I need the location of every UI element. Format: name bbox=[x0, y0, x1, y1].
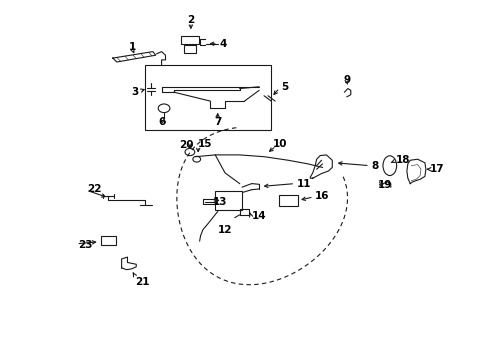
Text: 9: 9 bbox=[343, 75, 350, 85]
Polygon shape bbox=[113, 51, 156, 62]
Text: 19: 19 bbox=[377, 180, 391, 190]
FancyBboxPatch shape bbox=[183, 45, 195, 53]
Text: 20: 20 bbox=[178, 140, 193, 150]
Text: 16: 16 bbox=[315, 191, 329, 201]
Text: 21: 21 bbox=[135, 277, 149, 287]
Text: 8: 8 bbox=[370, 161, 378, 171]
Text: 17: 17 bbox=[429, 164, 444, 174]
Text: 10: 10 bbox=[272, 139, 286, 149]
Text: 5: 5 bbox=[281, 82, 288, 92]
Text: 6: 6 bbox=[158, 117, 165, 127]
Text: 15: 15 bbox=[198, 139, 212, 149]
Text: 1: 1 bbox=[128, 42, 136, 52]
Text: 13: 13 bbox=[212, 197, 226, 207]
FancyBboxPatch shape bbox=[215, 191, 242, 211]
Text: 22: 22 bbox=[87, 184, 102, 194]
FancyBboxPatch shape bbox=[278, 195, 298, 206]
FancyBboxPatch shape bbox=[144, 65, 271, 130]
Text: 18: 18 bbox=[395, 155, 409, 165]
Text: 4: 4 bbox=[219, 39, 226, 49]
FancyBboxPatch shape bbox=[101, 236, 116, 245]
Text: 23: 23 bbox=[78, 239, 92, 249]
Text: 7: 7 bbox=[214, 117, 221, 127]
Text: 3: 3 bbox=[131, 87, 138, 97]
Text: 2: 2 bbox=[187, 15, 194, 26]
Text: 12: 12 bbox=[217, 225, 232, 235]
Polygon shape bbox=[122, 257, 136, 270]
FancyBboxPatch shape bbox=[181, 36, 198, 44]
Text: 11: 11 bbox=[296, 179, 310, 189]
Polygon shape bbox=[406, 159, 425, 184]
Text: 14: 14 bbox=[251, 211, 266, 221]
